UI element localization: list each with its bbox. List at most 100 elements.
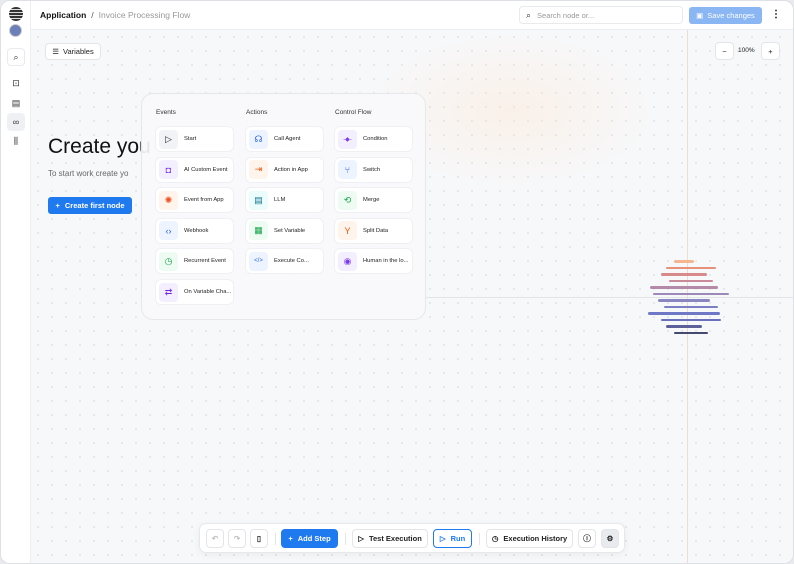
variables-label: Variables	[63, 47, 94, 56]
clipboard-icon[interactable]: ▤	[11, 97, 21, 108]
node-icon: ▤	[249, 190, 268, 210]
node-label: Merge	[363, 197, 380, 204]
node-item-human-in-the-lo[interactable]: ◉ Human in the lo...	[335, 249, 412, 274]
sphere-stripe	[652, 292, 729, 295]
variables-button[interactable]: ☰ Variables	[45, 43, 101, 60]
node-icon: Y	[338, 221, 357, 241]
sphere-stripe	[660, 318, 722, 321]
database-icon: ☰	[52, 47, 59, 56]
node-label: Action in App	[274, 166, 308, 173]
node-item-action-in-app[interactable]: ⇥ Action in App	[246, 157, 323, 182]
sphere-stripe	[647, 312, 721, 315]
node-item-merge[interactable]: ⟲ Merge	[335, 188, 412, 213]
node-icon: ‹›	[159, 221, 178, 241]
node-icon: ⇥	[249, 160, 268, 180]
search-placeholder: Search node or...	[537, 10, 595, 20]
node-item-on-variable-cha[interactable]: ⇄ On Variable Cha...	[156, 280, 233, 304]
node-icon: ◷	[159, 251, 178, 271]
sphere-stripe	[649, 286, 719, 289]
test-label: Test Execution	[368, 534, 422, 543]
execution-history-button[interactable]: ◷ Execution History	[486, 529, 573, 548]
more-options-icon[interactable]: ⋮	[771, 9, 781, 20]
undo-button[interactable]: ↶	[206, 529, 224, 548]
create-first-node-button[interactable]: + Create first node	[48, 197, 132, 214]
breadcrumb-app[interactable]: Application	[40, 10, 87, 20]
node-icon: ⑂	[338, 160, 357, 180]
divider	[479, 533, 480, 545]
node-item-event-from-app[interactable]: ✺ Event from App	[156, 188, 233, 213]
sphere-stripe	[664, 305, 718, 308]
avatar[interactable]	[9, 24, 22, 37]
node-icon: ⇄	[159, 282, 178, 302]
node-label: Call Agent	[274, 136, 301, 142]
save-icon: ▣	[696, 11, 704, 20]
node-icon: ☊	[249, 129, 268, 149]
node-item-set-variable[interactable]: ▦ Set Variable	[246, 218, 323, 243]
sphere-stripe	[674, 331, 708, 334]
zoom-in-button[interactable]: +	[761, 42, 780, 60]
node-item-start[interactable]: ▷ Start	[156, 127, 233, 151]
guide-line-vertical	[687, 30, 688, 563]
node-item-switch[interactable]: ⑂ Switch	[335, 157, 412, 182]
divider	[275, 533, 276, 545]
library-icon[interactable]: ⫼	[13, 135, 19, 146]
node-label: Set Variable	[274, 227, 306, 234]
node-label: Recurrent Event	[184, 258, 226, 265]
zoom-out-button[interactable]: −	[715, 42, 734, 60]
settings-button[interactable]: ⚙	[601, 529, 619, 548]
breadcrumb-separator: /	[91, 10, 94, 20]
logo	[9, 7, 23, 21]
run-label: Run	[450, 534, 466, 543]
history-icon: ◷	[491, 534, 499, 543]
node-label: Execute Co...	[274, 258, 309, 265]
test-execution-button[interactable]: ▷ Test Execution	[352, 529, 428, 548]
node-item-condition[interactable]: -◆- Condition	[335, 127, 412, 151]
add-step-button[interactable]: + Add Step	[281, 529, 338, 548]
empty-state-subtitle: To start work create yo	[48, 169, 129, 178]
save-changes-button[interactable]: ▣ Save changes	[689, 7, 762, 24]
node-item-call-agent[interactable]: ☊ Call Agent	[246, 127, 323, 151]
node-icon: ◘	[159, 160, 178, 180]
search-icon: ⌕	[526, 9, 532, 20]
sphere-stripe	[674, 260, 694, 263]
column-header: Events	[156, 109, 176, 116]
node-label: Switch	[363, 166, 381, 173]
node-icon: ✺	[159, 190, 178, 210]
add-step-label: Add Step	[297, 534, 331, 543]
node-item-recurrent-event[interactable]: ◷ Recurrent Event	[156, 249, 233, 274]
node-label: Webhook	[184, 227, 209, 234]
info-button[interactable]: ⓘ	[578, 529, 596, 548]
sidebar: ⌕ ⊡ ▤ ∞ ⫼	[1, 1, 31, 563]
search-input[interactable]: ⌕ Search node or...	[519, 6, 683, 24]
node-item-llm[interactable]: ▤ LLM	[246, 188, 323, 213]
run-button[interactable]: ▷ Run	[433, 529, 472, 548]
document-button[interactable]: ▯	[250, 529, 268, 548]
header: Application / Invoice Processing Flow ⌕ …	[31, 1, 793, 30]
divider	[345, 533, 346, 545]
node-palette: Events ▷ Start ◘ AI Custom Event ✺ Event from …	[141, 93, 426, 320]
play-icon: ▷	[439, 534, 446, 543]
node-item-ai-custom-event[interactable]: ◘ AI Custom Event	[156, 157, 233, 182]
bot-icon[interactable]: ⊡	[12, 77, 20, 88]
flow-canvas[interactable]: ☰ Variables − 100% + Create you To start …	[31, 30, 793, 563]
sphere-stripe	[666, 325, 702, 328]
node-icon: </>	[249, 251, 268, 271]
empty-state-title: Create you	[48, 135, 151, 158]
redo-button[interactable]: ↷	[228, 529, 246, 548]
node-label: Human in the lo...	[363, 258, 409, 265]
node-label: AI Custom Event	[184, 166, 228, 173]
node-item-webhook[interactable]: ‹› Webhook	[156, 218, 233, 243]
node-icon: ▷	[159, 129, 178, 149]
plus-icon: +	[55, 201, 60, 210]
save-label: Save changes	[707, 11, 755, 20]
guide-line-horizontal	[426, 297, 793, 298]
column-header: Control Flow	[335, 109, 372, 116]
sphere-stripe	[657, 299, 711, 302]
node-label: On Variable Cha...	[184, 289, 232, 295]
link-icon[interactable]: ∞	[7, 113, 25, 131]
node-item-execute-co[interactable]: </> Execute Co...	[246, 249, 323, 274]
sphere-stripe	[660, 273, 708, 276]
search-icon[interactable]: ⌕	[7, 48, 25, 66]
node-item-split-data[interactable]: Y Split Data	[335, 218, 412, 243]
